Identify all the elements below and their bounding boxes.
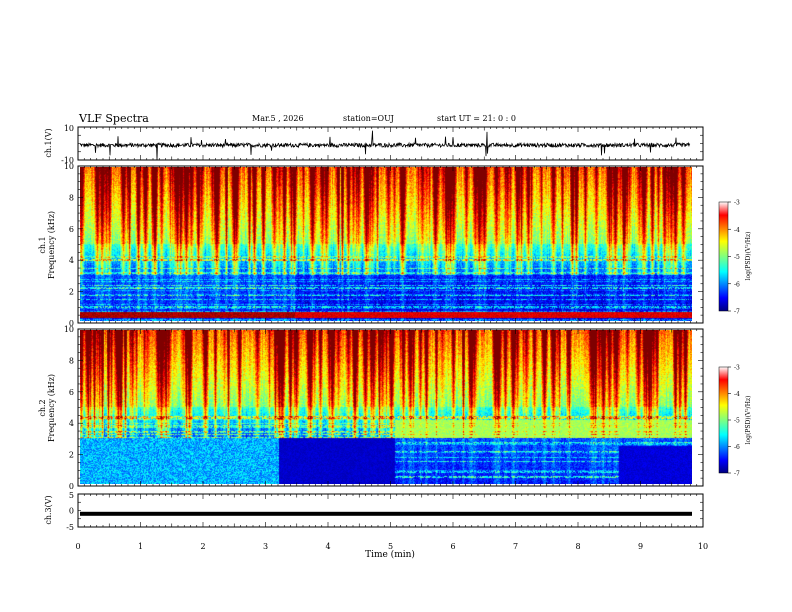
colorbar-tick-label: -6 [734, 281, 740, 288]
ch2-spectrogram [80, 330, 692, 484]
ch2-colorbar [718, 366, 729, 474]
ch1-colorbar [718, 201, 729, 312]
station-label: station=OUJ [343, 114, 394, 123]
colorbar-tick-label: -7 [734, 309, 740, 316]
y-tick-label: 6 [69, 388, 74, 397]
x-tick-label: 3 [263, 542, 268, 551]
y-tick-label: 10 [64, 124, 74, 133]
plot-title: VLF Spectra [79, 112, 149, 125]
ch1-waveform-line [79, 130, 691, 160]
ch3-waveform-line [80, 511, 692, 516]
y-tick-label: 5 [69, 491, 74, 500]
colorbar-tick-label: -7 [734, 471, 740, 478]
ch1-freq-ylabel: Frequency (kHz) [47, 211, 56, 279]
y-tick-label: 0 [69, 319, 74, 328]
ch1-channel-label: ch.1 [38, 236, 47, 253]
y-tick-label: -5 [66, 523, 74, 532]
start-time-label: start UT = 21: 0 : 0 [437, 114, 516, 123]
y-tick-label: 4 [69, 419, 74, 428]
x-tick-label: 6 [450, 542, 455, 551]
x-tick-label: 1 [138, 542, 143, 551]
y-tick-label: 6 [69, 225, 74, 234]
ch1-colorbar-label: log(PSD)(V²/Hz) [745, 232, 752, 281]
ch2-colorbar-label: log(PSD)(V²/Hz) [745, 396, 752, 445]
y-tick-label: 10 [64, 162, 74, 171]
x-tick-label: 0 [75, 542, 80, 551]
x-axis-title: Time (min) [365, 549, 415, 560]
date-label: Mar.5 , 2026 [252, 114, 304, 123]
colorbar-tick-label: -5 [734, 418, 740, 425]
ch1-waveform-ylabel: ch.1(V) [44, 128, 53, 157]
ch1-spectrogram [80, 167, 692, 321]
y-tick-label: 2 [69, 288, 74, 297]
x-tick-label: 2 [200, 542, 205, 551]
colorbar-tick-label: -6 [734, 444, 740, 451]
colorbar-tick-label: -5 [734, 254, 740, 261]
ch1-spectrogram-frame [77, 165, 704, 324]
y-tick-label: 8 [69, 356, 74, 365]
x-tick-label: 9 [638, 542, 643, 551]
x-tick-label: 5 [388, 542, 393, 551]
x-tick-label: 7 [513, 542, 518, 551]
colorbar-tick-label: -3 [734, 200, 740, 207]
ch3-waveform-ylabel: ch.3(V) [44, 495, 53, 524]
ch2-freq-ylabel: Frequency (kHz) [47, 374, 56, 442]
y-tick-label: 8 [69, 193, 74, 202]
colorbar-tick-label: -3 [734, 365, 740, 372]
colorbar-tick-label: -4 [734, 391, 740, 398]
y-tick-label: 0 [69, 507, 74, 516]
ch2-channel-label: ch.2 [38, 399, 47, 416]
ch2-spectrogram-frame [77, 328, 704, 487]
y-tick-label: 2 [69, 451, 74, 460]
y-tick-label: -10 [61, 156, 74, 165]
y-tick-label: 4 [69, 256, 74, 265]
x-tick-label: 4 [325, 542, 330, 551]
colorbar-tick-label: -4 [734, 227, 740, 234]
y-tick-label: 10 [64, 325, 74, 334]
y-tick-label: 0 [69, 482, 74, 491]
x-tick-label: 10 [698, 542, 708, 551]
x-tick-label: 8 [575, 542, 580, 551]
